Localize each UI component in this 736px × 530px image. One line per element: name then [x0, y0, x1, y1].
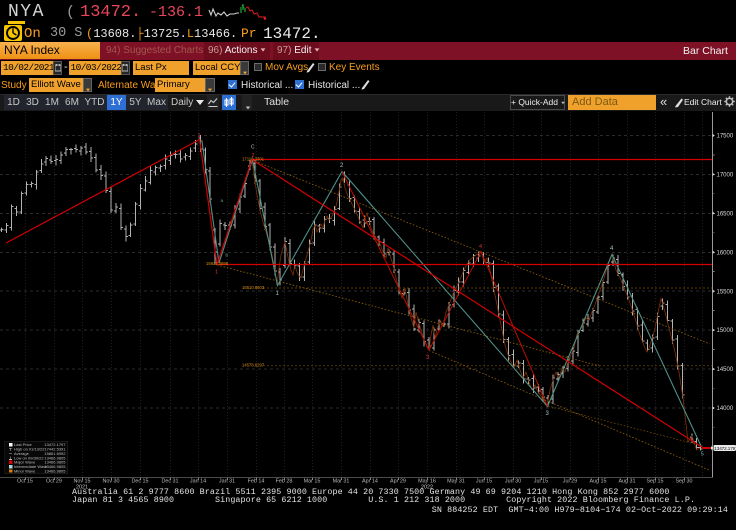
svg-text:Jul 15: Jul 15	[534, 479, 548, 485]
svg-text:1: 1	[198, 133, 201, 139]
svg-text:2: 2	[252, 153, 255, 159]
svg-text:Sep 30: Sep 30	[675, 479, 692, 485]
svg-text:Apr 14: Apr 14	[362, 479, 378, 485]
svg-text:15000: 15000	[717, 328, 734, 334]
svg-text:Aug 31: Aug 31	[618, 479, 635, 485]
svg-text:14500: 14500	[717, 367, 734, 373]
svg-text:2021: 2021	[76, 485, 88, 491]
svg-text:5: 5	[701, 452, 704, 458]
svg-text:Jul 29: Jul 29	[563, 479, 577, 485]
svg-text:Feb 14: Feb 14	[248, 479, 265, 485]
svg-text:Nov 30: Nov 30	[102, 479, 119, 485]
svg-text:C: C	[251, 145, 255, 151]
svg-text:b: b	[226, 253, 229, 258]
svg-text:May 31: May 31	[447, 479, 465, 485]
svg-text:May 16: May 16	[418, 479, 436, 485]
svg-text:17500: 17500	[717, 134, 734, 140]
svg-text:Jan 14: Jan 14	[190, 479, 206, 485]
svg-text:Apr 29: Apr 29	[390, 479, 406, 485]
svg-text:15931.0898: 15931.0898	[206, 261, 229, 266]
svg-text:Dec 31: Dec 31	[161, 479, 178, 485]
svg-text:15510.8603: 15510.8603	[242, 285, 265, 290]
svg-text:3: 3	[546, 411, 550, 417]
svg-text:17110.3301: 17110.3301	[242, 156, 265, 161]
svg-text:Major Wave: Major Wave	[14, 460, 36, 465]
svg-text:Last Price: Last Price	[14, 442, 33, 447]
svg-text:High on 01/13/22: High on 01/13/22	[14, 447, 45, 452]
svg-text:Dec 15: Dec 15	[131, 479, 148, 485]
svg-text:15861.6992: 15861.6992	[44, 451, 66, 456]
svg-text:Minor Wave: Minor Wave	[14, 468, 36, 473]
svg-text:Mar 31: Mar 31	[333, 479, 350, 485]
svg-text:1: 1	[276, 291, 280, 297]
svg-text:14000: 14000	[717, 406, 734, 412]
svg-text:13472.1797: 13472.1797	[714, 446, 736, 451]
svg-text:Oct 29: Oct 29	[46, 479, 62, 485]
svg-text:2022: 2022	[421, 485, 433, 491]
svg-text:Nov 15: Nov 15	[73, 479, 90, 485]
svg-text:13466.9805: 13466.9805	[44, 464, 66, 469]
svg-text:13466.9805: 13466.9805	[44, 460, 66, 465]
svg-text:17442.5391: 17442.5391	[44, 447, 66, 452]
svg-text:4: 4	[479, 244, 482, 250]
svg-text:Jan 31: Jan 31	[219, 479, 235, 485]
svg-text:Feb 28: Feb 28	[276, 479, 293, 485]
svg-text:a: a	[221, 198, 224, 203]
svg-text:13466.9805: 13466.9805	[44, 468, 66, 473]
svg-text:Sep 15: Sep 15	[646, 479, 663, 485]
svg-text:16500: 16500	[717, 211, 734, 217]
svg-text:15500: 15500	[717, 289, 734, 295]
svg-text:1: 1	[215, 270, 218, 276]
svg-text:Jun 30: Jun 30	[505, 479, 521, 485]
svg-text:16000: 16000	[717, 250, 734, 256]
svg-text:13466.9805: 13466.9805	[44, 455, 66, 460]
svg-text:Low on 09/30/22: Low on 09/30/22	[14, 455, 44, 460]
svg-text:13472.1797: 13472.1797	[44, 442, 66, 447]
svg-text:Jun 15: Jun 15	[476, 479, 492, 485]
svg-text:3: 3	[426, 355, 430, 361]
svg-text:2: 2	[340, 163, 344, 169]
svg-text:Aug 15: Aug 15	[589, 479, 606, 485]
svg-text:4: 4	[610, 246, 614, 252]
svg-text:Average: Average	[14, 451, 30, 456]
svg-text:Intermediate Wave: Intermediate Wave	[14, 464, 48, 469]
svg-text:Oct 15: Oct 15	[17, 479, 33, 485]
svg-text:14578.6297: 14578.6297	[242, 363, 265, 368]
svg-text:17000: 17000	[717, 173, 734, 179]
svg-text:Mar 15: Mar 15	[304, 479, 321, 485]
